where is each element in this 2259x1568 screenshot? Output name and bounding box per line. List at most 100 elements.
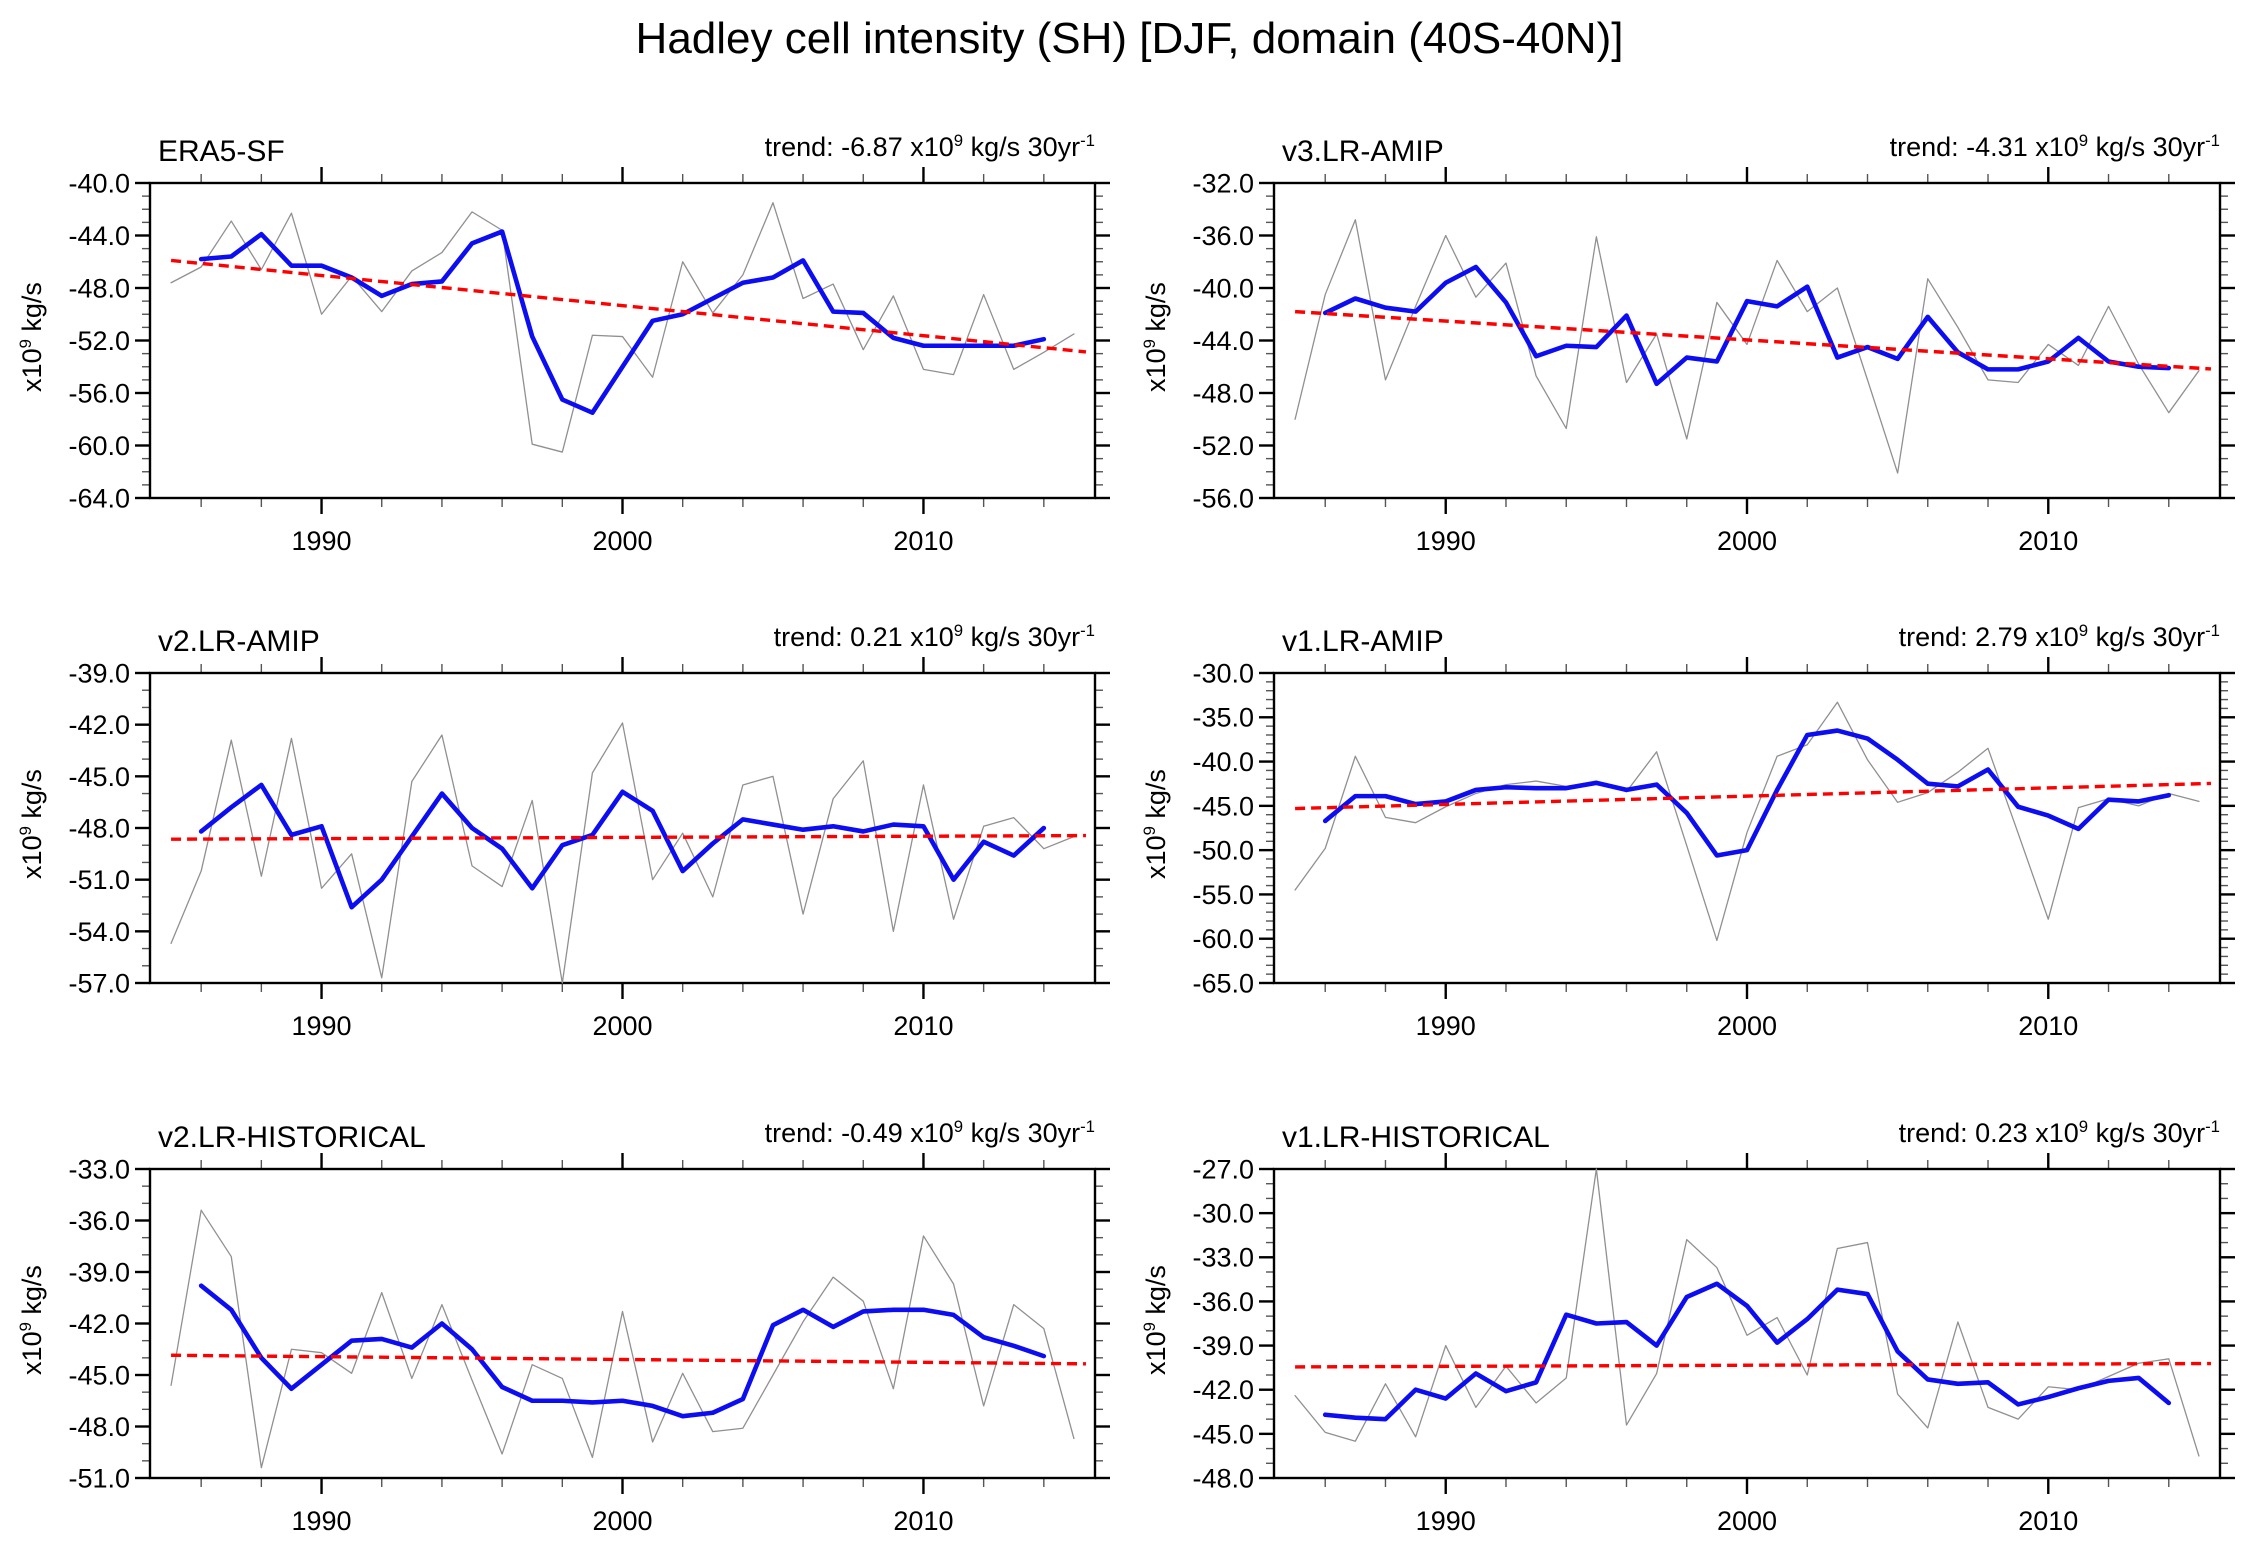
plot-frame [148, 1167, 1097, 1480]
panel-era5-sf: -64.0 -60.0 -56.0 -52.0 -48.0 -44.0 -40.0 1990 2… [68, 167, 1110, 556]
trend-label-v1-lr-historical: trend: 0.23 x109 kg/s 30yr-1 [1898, 1117, 2220, 1148]
y-tick-label: -27.0 [1192, 1154, 1254, 1184]
y-tick-label: -42.0 [68, 1309, 130, 1339]
smoothed-series-line [1322, 728, 2172, 858]
panel-title-v1-lr-amip: v1.LR-AMIP [1282, 625, 1444, 658]
x-tick-label: 2010 [2018, 1506, 2078, 1536]
panel-title-v2-lr-amip: v2.LR-AMIP [158, 625, 320, 658]
y-tick-label: -45.0 [68, 762, 130, 792]
y-tick-label: -30.0 [1192, 658, 1254, 688]
x-tick-label: 2000 [1717, 1011, 1777, 1041]
y-tick-label: -65.0 [1192, 968, 1254, 998]
y-axis-label-v2-lr-amip: x109 kg/s [15, 769, 47, 879]
x-tick-label: 2010 [893, 1506, 953, 1536]
x-tick-label: 2010 [2018, 526, 2078, 556]
x-tick-label: 2010 [893, 526, 953, 556]
smoothed-series-line [198, 1283, 1047, 1419]
plot-frame [1272, 671, 2222, 985]
x-tick-label: 2010 [2018, 1011, 2078, 1041]
y-tick-label: -36.0 [1192, 221, 1254, 251]
y-tick-label: -60.0 [1192, 924, 1254, 954]
y-tick-label: -40.0 [1192, 747, 1254, 777]
plot-frame [148, 181, 1097, 500]
x-tick-label: 1990 [292, 1506, 352, 1536]
trend-line [170, 258, 1087, 354]
y-tick-label: -64.0 [68, 483, 130, 513]
panel-title-v2-lr-historical: v2.LR-HISTORICAL [158, 1121, 426, 1154]
y-tick-label: -33.0 [68, 1154, 130, 1184]
y-tick-label: -55.0 [1192, 880, 1254, 910]
panel-v1-lr-amip: -65.0 -60.0 -55.0 -50.0 -45.0 -40.0 -35.0 -30.0… [1192, 657, 2235, 1041]
smoothed-series-line [198, 229, 1047, 415]
y-tick-label: -56.0 [1192, 483, 1254, 513]
annual-series-line [1294, 1168, 2200, 1457]
y-tick-label: -39.0 [1192, 1331, 1254, 1361]
x-tick-label: 1990 [292, 526, 352, 556]
y-tick-label: -40.0 [1192, 273, 1254, 303]
smoothed-series-line [198, 782, 1047, 910]
y-tick-label: -39.0 [68, 1257, 130, 1287]
y-tick-label: -44.0 [1192, 326, 1254, 356]
plot-frame [148, 671, 1097, 985]
x-tick-label: 1990 [1416, 526, 1476, 556]
y-tick-label: -54.0 [68, 917, 130, 947]
panel-title-v3-lr-amip: v3.LR-AMIP [1282, 135, 1444, 168]
y-tick-label: -57.0 [68, 968, 130, 998]
x-tick-label: 1990 [1416, 1011, 1476, 1041]
x-tick-label: 2000 [592, 526, 652, 556]
annual-series-line [170, 1209, 1075, 1469]
y-tick-label: -45.0 [1192, 1419, 1254, 1449]
y-tick-label: -36.0 [68, 1206, 130, 1236]
trend-line [1294, 309, 2212, 371]
trend-line [171, 1353, 1086, 1366]
y-tick-label: -45.0 [68, 1360, 130, 1390]
y-tick-label: -50.0 [1192, 836, 1254, 866]
annual-series-line [170, 202, 1075, 453]
y-tick-label: -48.0 [68, 813, 130, 843]
y-tick-label: -48.0 [1192, 378, 1254, 408]
panel-title-era5-sf: ERA5-SF [158, 135, 285, 168]
y-tick-label: -40.0 [68, 168, 130, 198]
y-tick-label: -36.0 [1192, 1287, 1254, 1317]
y-tick-label: -48.0 [1192, 1463, 1254, 1493]
x-tick-label: 1990 [292, 1011, 352, 1041]
trend-line [1295, 781, 2212, 811]
y-axis-label-v1-lr-historical: x109 kg/s [1139, 1264, 1171, 1375]
y-tick-label: -51.0 [68, 865, 130, 895]
x-tick-label: 2000 [592, 1011, 652, 1041]
y-tick-label: -35.0 [1192, 703, 1254, 733]
x-tick-label: 2010 [893, 1011, 953, 1041]
y-tick-label: -48.0 [68, 273, 130, 303]
y-tick-label: -56.0 [68, 378, 130, 408]
y-axis-label-v2-lr-historical: x109 kg/s [15, 1264, 47, 1375]
y-tick-label: -48.0 [68, 1412, 130, 1442]
y-tick-label: -52.0 [68, 326, 130, 356]
y-tick-label: -33.0 [1192, 1243, 1254, 1273]
trend-label-v1-lr-amip: trend: 2.79 x109 kg/s 30yr-1 [1898, 621, 2220, 652]
x-tick-label: 1990 [1416, 1506, 1476, 1536]
y-tick-label: -39.0 [68, 658, 130, 688]
x-tick-label: 2000 [1717, 1506, 1777, 1536]
trend-label-v2-lr-historical: trend: -0.49 x109 kg/s 30yr-1 [764, 1117, 1095, 1148]
plot-frame [1272, 1167, 2222, 1480]
smoothed-series-line [1322, 264, 2172, 387]
y-tick-label: -52.0 [1192, 431, 1254, 461]
y-tick-label: -45.0 [1192, 791, 1254, 821]
annual-series-line [170, 722, 1075, 984]
panel-v3-lr-amip: -56.0 -52.0 -48.0 -44.0 -40.0 -36.0 -32.0 1990 2… [1192, 167, 2235, 556]
y-tick-label: -51.0 [68, 1463, 130, 1493]
y-tick-label: -44.0 [68, 221, 130, 251]
annual-series-line [1294, 701, 2200, 942]
smoothed-series-line [1322, 1281, 2172, 1422]
trend-label-era5-sf: trend: -6.87 x109 kg/s 30yr-1 [764, 131, 1095, 162]
y-tick-label: -60.0 [68, 431, 130, 461]
y-tick-label: -32.0 [1192, 168, 1254, 198]
x-tick-label: 2000 [1717, 526, 1777, 556]
plot-frame [1272, 181, 2222, 500]
y-tick-label: -42.0 [68, 710, 130, 740]
trend-line [1295, 1361, 2211, 1369]
y-axis-label-v3-lr-amip: x109 kg/s [1139, 281, 1171, 392]
y-tick-label: -42.0 [1192, 1375, 1254, 1405]
main-title: Hadley cell intensity (SH) [DJF, domain … [635, 14, 1624, 63]
